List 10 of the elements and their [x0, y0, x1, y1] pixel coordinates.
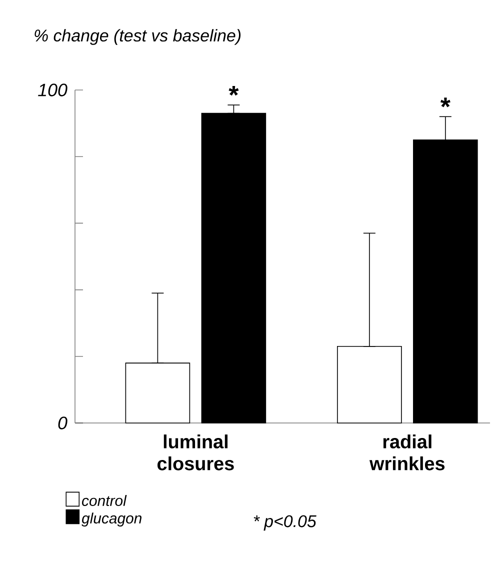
x-tick-label: luminal closures [157, 434, 234, 470]
y-tick-label: 0 [58, 416, 68, 430]
y-tick-label: 100 [38, 84, 68, 96]
legend-label: glucagon [82, 512, 142, 526]
legend-label: control [82, 495, 127, 506]
text: * p<0.05 [254, 515, 316, 531]
x-tick-label: radial wrinkles [369, 434, 445, 470]
annotation: * [440, 98, 450, 108]
y-axis-title: % change (test vs baseline) [34, 29, 241, 45]
annotation: * [228, 86, 239, 96]
